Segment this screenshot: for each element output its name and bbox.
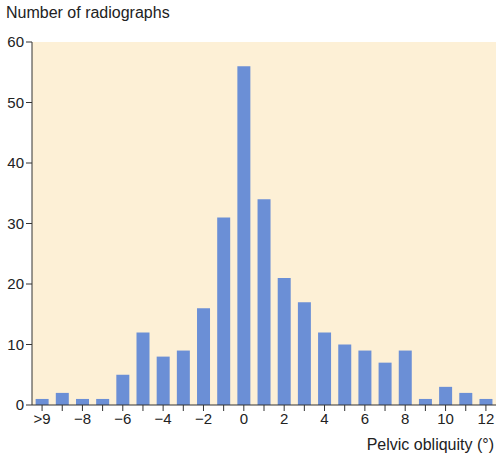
- svg-text:−8: −8: [74, 410, 91, 427]
- svg-text:12: 12: [478, 410, 492, 427]
- svg-text:6: 6: [361, 410, 369, 427]
- html-text:Number of radiographs: Number of radiographs: [6, 4, 170, 21]
- svg-text:30: 30: [8, 215, 24, 232]
- svg-text:10: 10: [437, 410, 454, 427]
- html-text:Pelvic obliquity (°): Pelvic obliquity (°): [366, 436, 494, 453]
- svg-text:2: 2: [280, 410, 288, 427]
- svg-text:50: 50: [8, 94, 24, 111]
- svg-text:4: 4: [320, 410, 328, 427]
- svg-text:20: 20: [8, 275, 24, 292]
- svg-text:0: 0: [240, 410, 248, 427]
- svg-text:−4: −4: [155, 410, 172, 427]
- svg-text:10: 10: [8, 336, 24, 353]
- svg-text:40: 40: [8, 154, 24, 171]
- svg-text:−6: −6: [114, 410, 131, 427]
- svg-text:>9: >9: [34, 410, 51, 427]
- svg-text:0: 0: [16, 396, 24, 413]
- svg-text:60: 60: [8, 33, 24, 50]
- svg-text:8: 8: [401, 410, 409, 427]
- svg-text:−2: −2: [195, 410, 212, 427]
